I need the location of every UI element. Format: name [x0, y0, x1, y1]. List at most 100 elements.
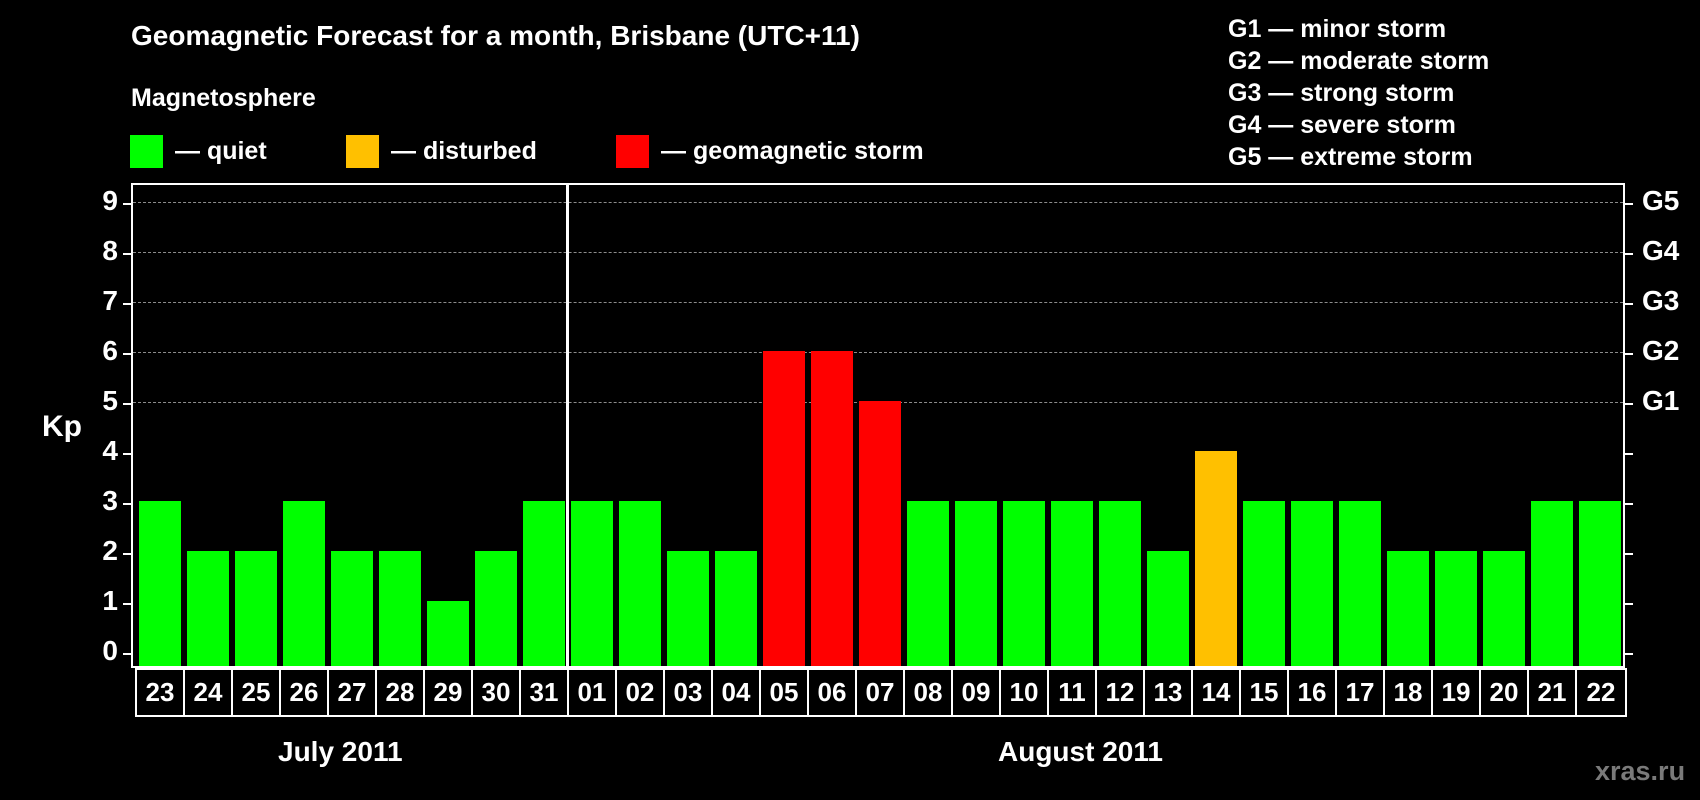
- date-label: 30: [473, 670, 521, 715]
- y-tick-left: [123, 303, 133, 305]
- kp-bar: [139, 501, 181, 666]
- storm-level-label: G2: [1642, 335, 1680, 366]
- kp-bar: [955, 501, 997, 666]
- kp-bar: [1003, 501, 1045, 666]
- date-label: 13: [1145, 670, 1193, 715]
- legend-label: — disturbed: [391, 137, 537, 165]
- kp-bar: [571, 501, 613, 666]
- gridline: [133, 352, 1623, 353]
- month-divider: [566, 185, 569, 666]
- y-tick-left: [123, 203, 133, 205]
- date-label: 11: [1049, 670, 1097, 715]
- date-label: 01: [569, 670, 617, 715]
- date-label: 03: [665, 670, 713, 715]
- gridline: [133, 302, 1623, 303]
- y-tick-label: 9: [102, 185, 118, 216]
- kp-bar: [907, 501, 949, 666]
- date-label: 29: [425, 670, 473, 715]
- y-tick-left: [123, 553, 133, 555]
- legend-label: — geomagnetic storm: [661, 137, 924, 165]
- y-tick-right: [1623, 253, 1633, 255]
- y-tick-left: [123, 253, 133, 255]
- kp-bar: [1147, 551, 1189, 666]
- date-label: 17: [1337, 670, 1385, 715]
- date-label: 31: [521, 670, 569, 715]
- y-tick-right: [1623, 453, 1633, 455]
- y-tick-label: 6: [102, 335, 118, 366]
- chart-title: Geomagnetic Forecast for a month, Brisba…: [131, 20, 860, 51]
- storm-scale-g2: G2 — moderate storm: [1228, 47, 1490, 75]
- kp-bar: [1531, 501, 1573, 666]
- y-tick-left: [123, 403, 133, 405]
- y-tick-right: [1623, 553, 1633, 555]
- date-axis: 23 24 25 26 27 28 29 30 31 01 02 03 04 05 06 07 08 09 10 11…: [135, 668, 1627, 717]
- date-label: 15: [1241, 670, 1289, 715]
- kp-bar: [667, 551, 709, 666]
- date-label: 06: [809, 670, 857, 715]
- date-label: 12: [1097, 670, 1145, 715]
- storm-level-label: G4: [1642, 235, 1680, 266]
- y-tick-label: 2: [102, 535, 118, 566]
- date-label: 14: [1193, 670, 1241, 715]
- kp-bar: [427, 601, 469, 666]
- y-tick-right: [1623, 403, 1633, 405]
- y-tick-label: 5: [102, 385, 118, 416]
- y-tick-right: [1623, 303, 1633, 305]
- legend-item: — quiet: [130, 135, 267, 168]
- y-tick-label: 7: [102, 285, 118, 316]
- storm-scale-g3: G3 — strong storm: [1228, 79, 1455, 107]
- date-label: 23: [137, 670, 185, 715]
- date-label: 04: [713, 670, 761, 715]
- kp-bar: [1339, 501, 1381, 666]
- gridline: [133, 252, 1623, 253]
- legend-heading: Magnetosphere: [131, 84, 316, 112]
- date-label: 07: [857, 670, 905, 715]
- kp-bar: [379, 551, 421, 666]
- kp-bar: [1291, 501, 1333, 666]
- legend-item: — geomagnetic storm: [616, 135, 924, 168]
- plot-area: [123, 183, 1633, 668]
- date-label: 18: [1385, 670, 1433, 715]
- kp-bar: [859, 401, 901, 666]
- y-tick-left: [123, 653, 133, 655]
- kp-bar: [811, 351, 853, 666]
- gridline: [133, 202, 1623, 203]
- y-tick-label: 4: [102, 435, 118, 466]
- date-label: 08: [905, 670, 953, 715]
- y-tick-right: [1623, 503, 1633, 505]
- kp-bar: [283, 501, 325, 666]
- kp-bar: [1387, 551, 1429, 666]
- y-tick-left: [123, 503, 133, 505]
- legend-item: — disturbed: [346, 135, 537, 168]
- kp-bar: [1579, 501, 1621, 666]
- storm-scale-g5: G5 — extreme storm: [1228, 143, 1473, 171]
- y-tick-right: [1623, 653, 1633, 655]
- date-label: 16: [1289, 670, 1337, 715]
- legend-swatch: [346, 135, 379, 168]
- kp-bar: [1435, 551, 1477, 666]
- y-tick-left: [123, 603, 133, 605]
- month-label: August 2011: [998, 736, 1163, 767]
- kp-bar: [1099, 501, 1141, 666]
- kp-bar: [619, 501, 661, 666]
- y-tick-label: 0: [102, 635, 118, 666]
- y-tick-right: [1623, 353, 1633, 355]
- y-tick-left: [123, 453, 133, 455]
- storm-scale-legend: G1 — minor storm G2 — moderate storm G3 …: [1228, 13, 1489, 173]
- kp-bar: [1483, 551, 1525, 666]
- storm-level-label: G5: [1642, 185, 1680, 216]
- kp-bar: [235, 551, 277, 666]
- kp-bar: [1243, 501, 1285, 666]
- date-label: 25: [233, 670, 281, 715]
- y-tick-label: 1: [102, 585, 118, 616]
- kp-bar: [523, 501, 565, 666]
- date-label: 19: [1433, 670, 1481, 715]
- kp-bar: [763, 351, 805, 666]
- storm-level-label: G3: [1642, 285, 1680, 316]
- y-tick-label: 3: [102, 485, 118, 516]
- y-tick-label: 8: [102, 235, 118, 266]
- storm-scale-g4: G4 — severe storm: [1228, 111, 1456, 139]
- month-label: July 2011: [278, 736, 403, 767]
- kp-bar: [331, 551, 373, 666]
- brand-watermark: xras.ru: [1595, 756, 1686, 786]
